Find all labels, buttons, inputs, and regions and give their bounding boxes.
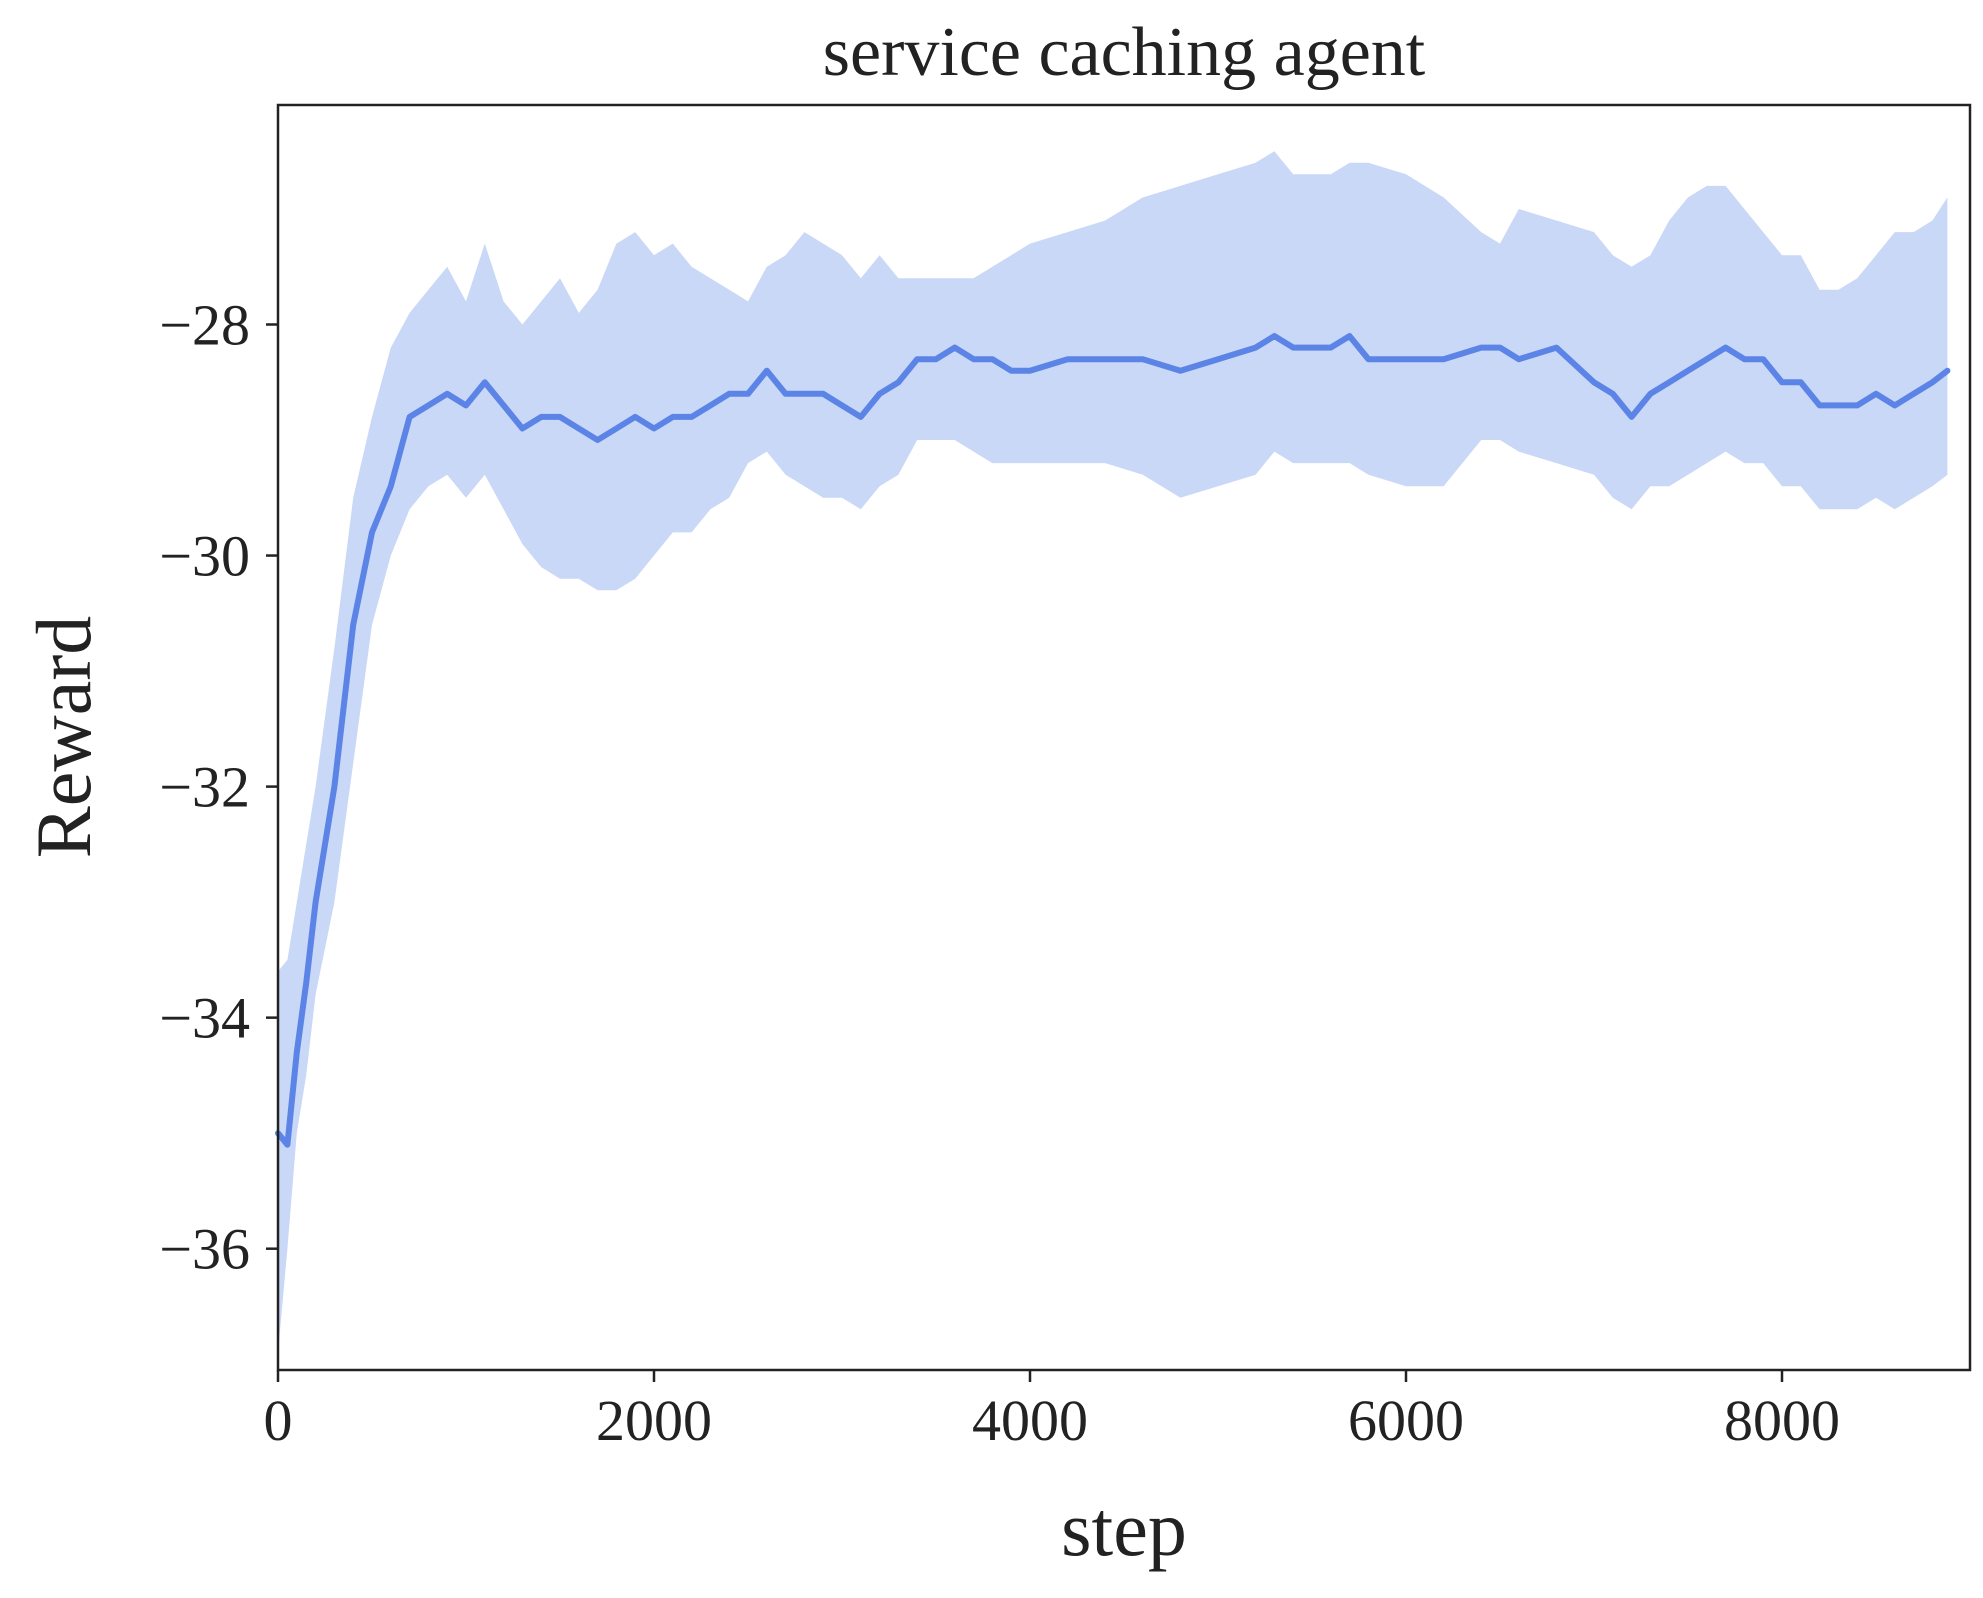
y-tick-label: −36 (159, 1217, 250, 1282)
axes-frame (276, 103, 1972, 1372)
x-tick-label: 6000 (1348, 1388, 1464, 1453)
y-axis-label: Reward (20, 616, 107, 859)
x-tick-label: 2000 (596, 1388, 712, 1453)
y-tick-label: −32 (159, 755, 250, 820)
y-tick-label: −30 (159, 524, 250, 589)
y-tick-label: −34 (159, 986, 250, 1051)
x-tick-label: 0 (264, 1388, 293, 1453)
x-tick-label: 4000 (972, 1388, 1088, 1453)
y-tick-label: −28 (159, 292, 250, 357)
x-tick-label: 8000 (1724, 1388, 1840, 1453)
plot-area (275, 151, 1951, 1353)
chart-title: service caching agent (823, 14, 1426, 91)
x-axis: 0 2000 4000 6000 8000 (264, 1370, 1840, 1453)
confidence-band (278, 151, 1948, 1353)
reward-line (275, 333, 1951, 1148)
x-axis-label: step (1061, 1485, 1187, 1572)
y-axis: −36 −34 −32 −30 −28 (159, 292, 278, 1282)
